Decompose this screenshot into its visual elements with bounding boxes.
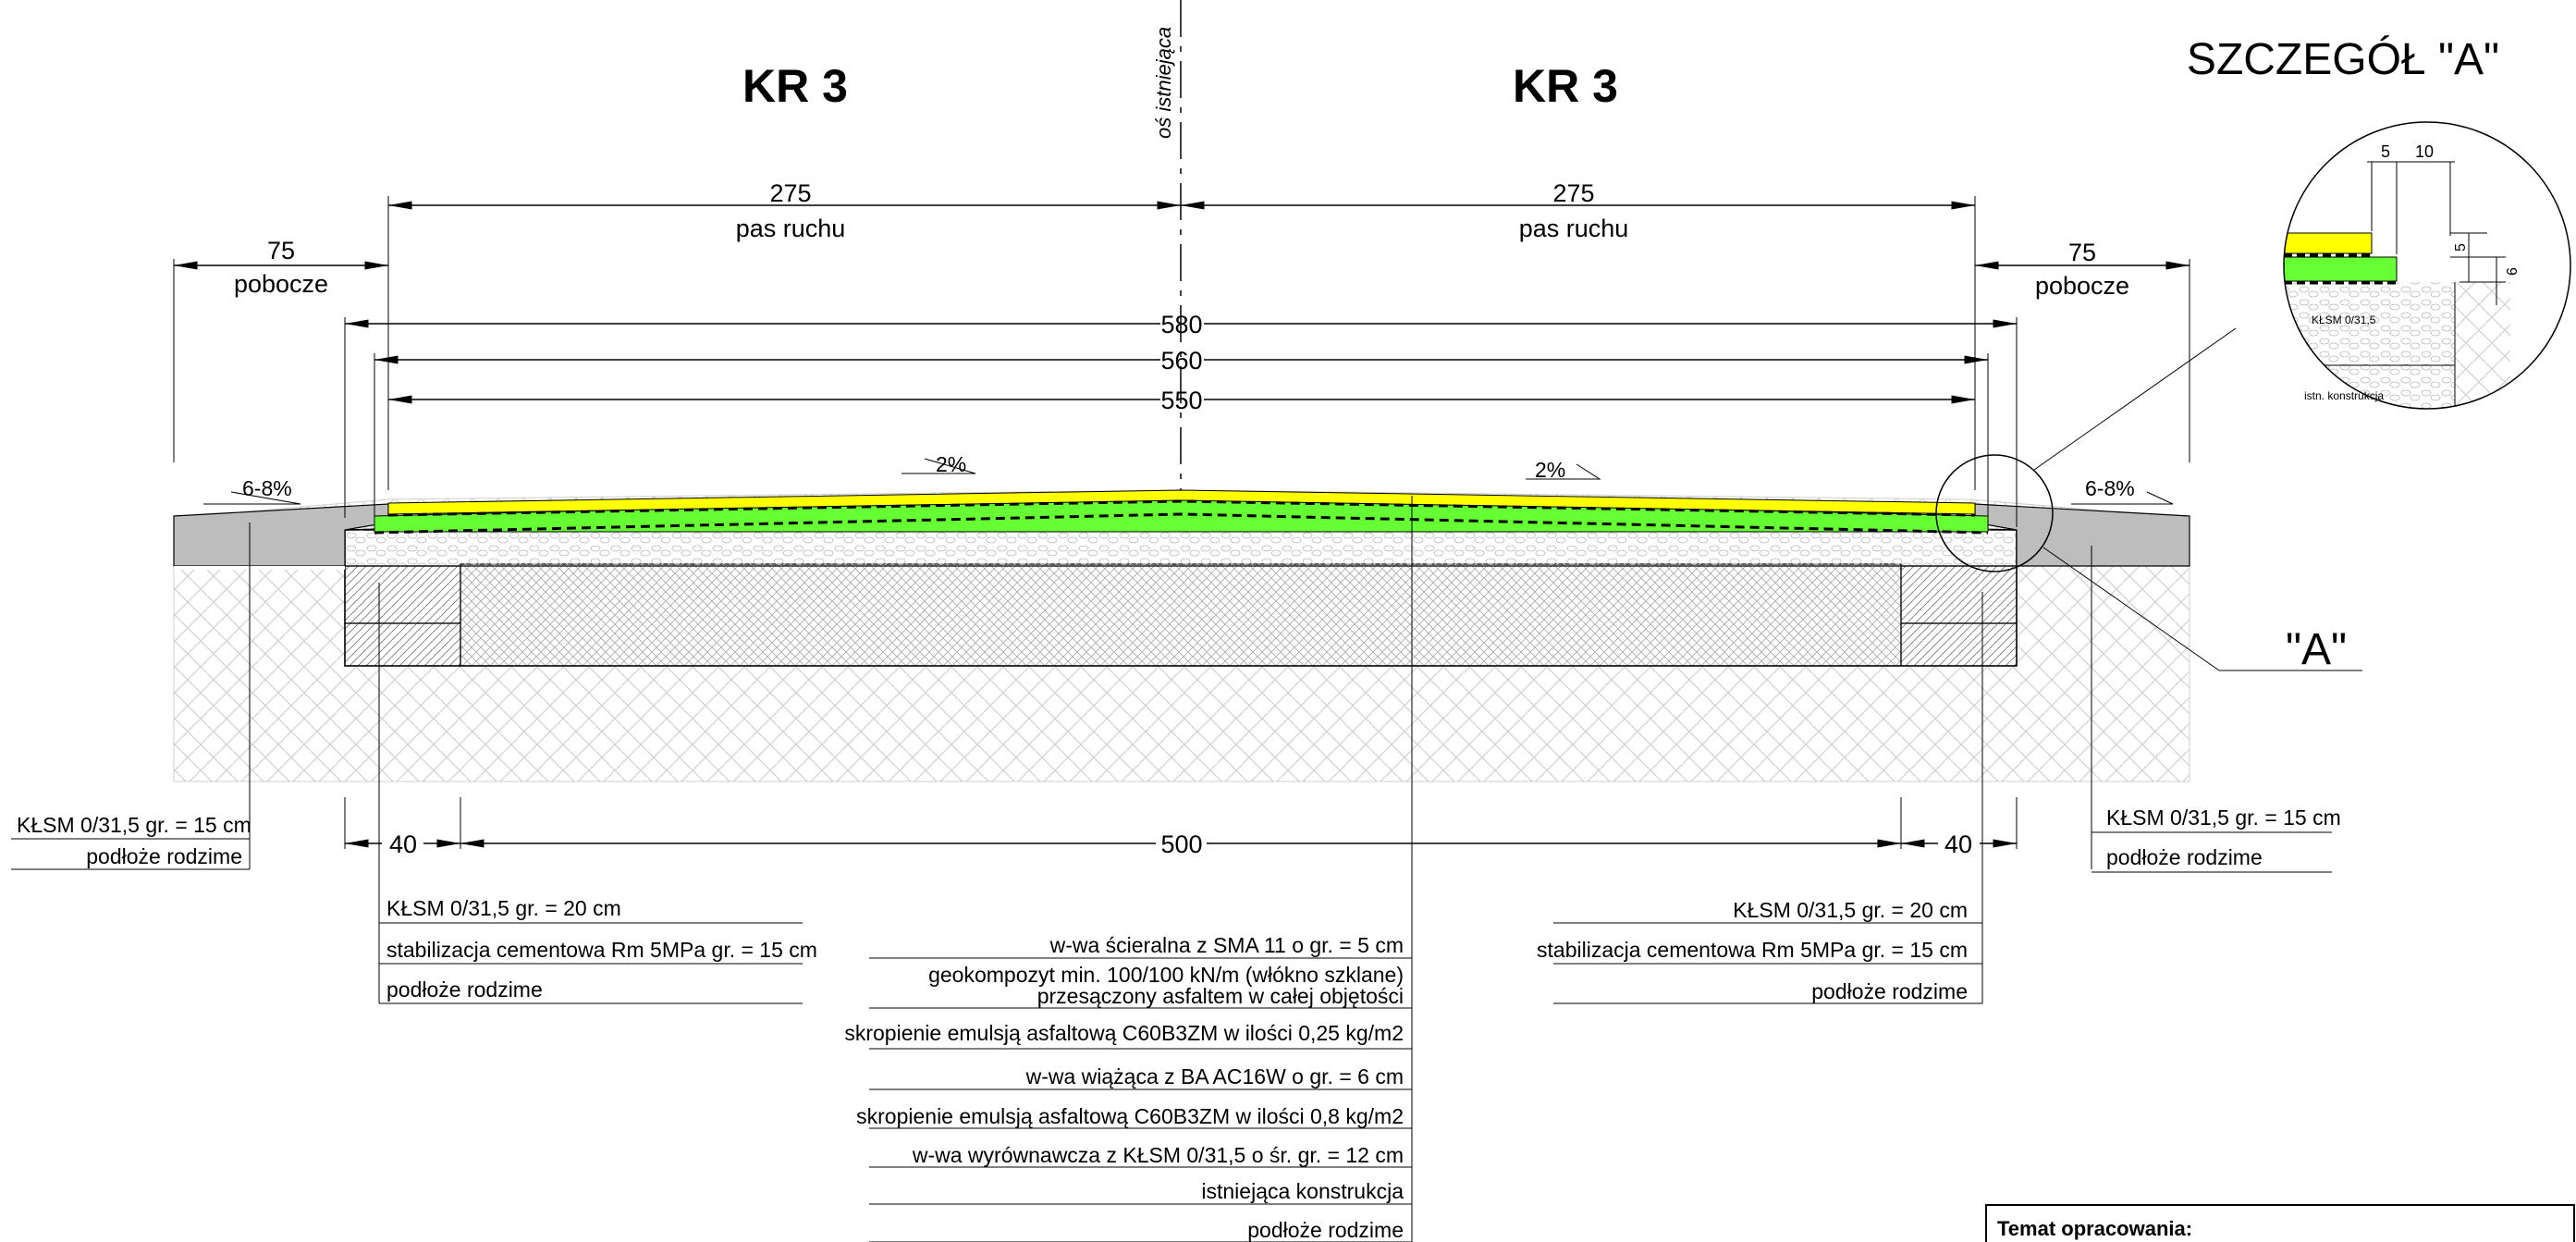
widening-right-subbase [1900, 622, 2018, 667]
legend-center: w-wa ścieralna z SMA 11 o gr. = 5 cm geo… [844, 933, 1412, 1242]
legend-center-line-2: geokompozyt min. 100/100 kN/m (włókno sz… [928, 963, 1404, 987]
detail-layer-1: KŁSM 0/31,5 [2312, 314, 2376, 326]
title-block-label: Temat opracowania: [1997, 1217, 2192, 1240]
widening-left-stabilization [344, 565, 461, 624]
legend-center-line-3: przesączony asfaltem w całej objętości [1037, 984, 1404, 1008]
title-block: Temat opracowania: [1985, 1204, 2575, 1242]
legend-widening-left-line-2: stabilizacja cementowa Rm 5MPa gr. = 15 … [386, 938, 817, 962]
existing-construction [460, 563, 1902, 667]
shoulder-right-label: pobocze [2035, 272, 2129, 300]
slope-left: 2% [936, 452, 966, 476]
detail-connector-1 [2033, 327, 2237, 471]
shoulder-left-label: pobocze [234, 270, 328, 298]
dimension-overall: 580 560 550 [344, 311, 2018, 527]
detail-dim-5-top: 5 [2381, 142, 2390, 161]
bottom-right-width: 40 [1944, 830, 1972, 858]
widening-right-stabilization [1900, 565, 2018, 624]
legend-widening-left-line-1: KŁSM 0/31,5 gr. = 20 cm [386, 896, 621, 920]
legend-shoulder-right-line-2: podłoże rodzime [2106, 845, 2263, 869]
left-category-label: KR 3 [742, 60, 848, 112]
width-560: 560 [1160, 347, 1202, 375]
legend-widening-right-line-3: podłoże rodzime [1811, 979, 1968, 1003]
shoulder-slope-right: 6-8% [2085, 476, 2135, 500]
legend-widening-right-line-1: KŁSM 0/31,5 gr. = 20 cm [1733, 898, 1968, 922]
legend-shoulder-left: KŁSM 0/31,5 gr. = 15 cm podłoże rodzime [11, 813, 251, 870]
legend-widening-left: KŁSM 0/31,5 gr. = 20 cm stabilizacja cem… [379, 896, 817, 1004]
legend-center-line-6: skropienie emulsją asfaltową C60B3ZM w i… [856, 1104, 1404, 1128]
legend-center-line-9: podłoże rodzime [1247, 1218, 1404, 1242]
legend-shoulder-left-line-1: KŁSM 0/31,5 gr. = 15 cm [17, 813, 251, 837]
legend-widening-right-line-2: stabilizacja cementowa Rm 5MPa gr. = 15 … [1537, 938, 1968, 962]
lane-left-width: 275 [769, 179, 811, 207]
dimension-lanes: 275 pas ruchu 275 pas ruchu [387, 179, 1976, 490]
bottom-left-width: 40 [389, 830, 417, 858]
geocomposite-line [387, 499, 1976, 517]
axis-label: oś istniejąca [1152, 27, 1175, 139]
width-580: 580 [1160, 311, 1202, 338]
emulsion-line [374, 512, 1989, 535]
width-550: 550 [1160, 387, 1202, 414]
detail-layer-2: istn. konstrukcja [2304, 389, 2384, 402]
dimension-bottom: 40 500 40 [344, 797, 2018, 858]
shoulder-left-width: 75 [267, 237, 295, 264]
legend-center-line-4: skropienie emulsją asfaltową C60B3ZM w i… [844, 1021, 1404, 1045]
legend-widening-right: KŁSM 0/31,5 gr. = 20 cm stabilizacja cem… [1537, 898, 1982, 1004]
legend-shoulder-left-line-2: podłoże rodzime [86, 844, 242, 868]
legend-center-line-8: istniejąca konstrukcja [1201, 1179, 1404, 1203]
legend-center-line-1: w-wa ścieralna z SMA 11 o gr. = 5 cm [1049, 933, 1404, 957]
lane-left-label: pas ruchu [736, 215, 846, 242]
detail-dim-6: 6 [2505, 267, 2521, 276]
legend-center-line-7: w-wa wyrównawcza z KŁSM 0/31,5 o śr. gr.… [912, 1143, 1404, 1167]
lane-right-label: pas ruchu [1519, 215, 1629, 242]
detail-title: SZCZEGÓŁ "A" [2187, 34, 2499, 84]
shoulder-right-width: 75 [2068, 239, 2096, 266]
legend-shoulder-right: KŁSM 0/31,5 gr. = 15 cm podłoże rodzime [2091, 805, 2341, 873]
shoulder-slope-left: 6-8% [242, 476, 292, 500]
slope-right: 2% [1535, 458, 1565, 482]
detail-dim-10: 10 [2415, 142, 2434, 161]
lane-right-width: 275 [1552, 179, 1594, 207]
bottom-mid-width: 500 [1160, 830, 1202, 858]
right-category-label: KR 3 [1513, 60, 1618, 112]
detail-marker-label: "A" [2286, 625, 2347, 674]
widening-left-subbase [344, 622, 461, 667]
detail-connector-2 [2042, 547, 2220, 671]
detail-marker-circle [1935, 454, 2054, 572]
legend-center-line-5: w-wa wiążąca z BA AC16W o gr. = 6 cm [1025, 1064, 1404, 1088]
slope-markers: 2% 2% 6-8% 6-8% [203, 452, 2174, 505]
legend-widening-left-line-3: podłoże rodzime [386, 978, 543, 1002]
legend-shoulder-right-line-1: KŁSM 0/31,5 gr. = 15 cm [2106, 805, 2341, 830]
detail-dim-5-side: 5 [2453, 243, 2469, 252]
detail-a-view: 5 10 5 6 KŁSM 0/31,5 istn. konstrukcja [2283, 121, 2571, 410]
